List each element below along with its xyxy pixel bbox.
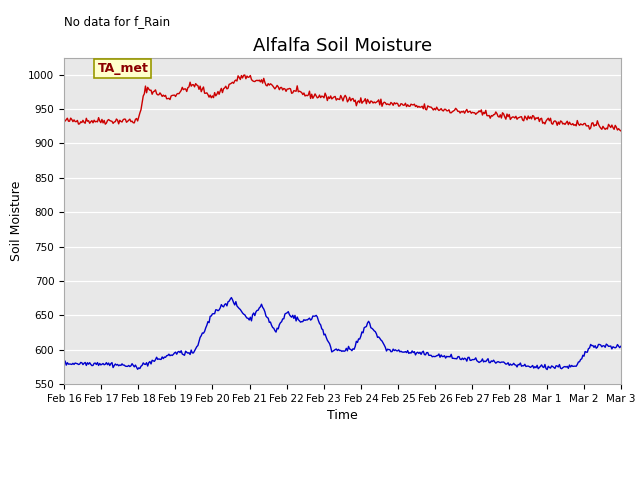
Theta10cm [605,121,612,127]
Theta20cm [228,295,236,300]
Theta10cm [326,96,333,101]
Theta20cm [326,341,333,347]
X-axis label: Time: Time [327,409,358,422]
Line: Theta10cm: Theta10cm [64,75,621,131]
Theta10cm [329,95,337,101]
Text: TA_met: TA_met [97,62,148,75]
Theta20cm [518,363,525,369]
Theta20cm [329,348,337,354]
Theta20cm [60,360,68,365]
Theta10cm [362,101,370,107]
Theta20cm [393,348,401,354]
Theta20cm [606,343,614,349]
Title: Alfalfa Soil Moisture: Alfalfa Soil Moisture [253,36,432,55]
Theta10cm [518,114,525,120]
Theta10cm [241,72,248,78]
Text: No data for f_Rain: No data for f_Rain [64,15,170,28]
Theta10cm [60,117,68,123]
Y-axis label: Soil Moisture: Soil Moisture [10,180,22,261]
Theta10cm [393,100,401,106]
Theta20cm [362,324,370,329]
Theta10cm [617,128,625,134]
Theta20cm [543,367,551,372]
Theta20cm [617,344,625,349]
Line: Theta20cm: Theta20cm [64,298,621,370]
